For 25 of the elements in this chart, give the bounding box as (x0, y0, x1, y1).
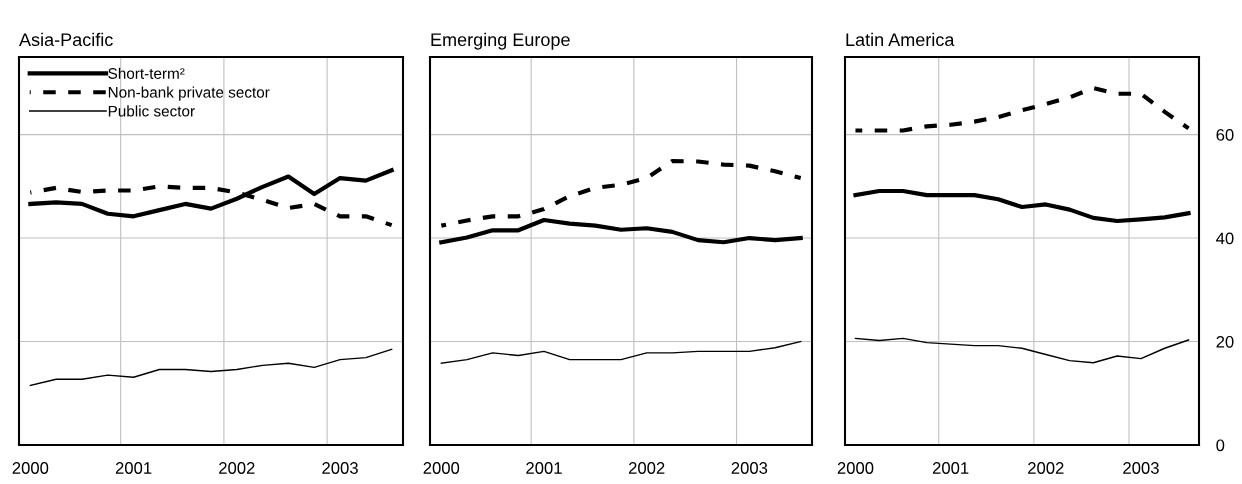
chart-title: Emerging Europe (431, 32, 570, 50)
y-tick-label: 60 (1216, 129, 1234, 141)
line-series (853, 85, 1191, 133)
line-series (854, 337, 1190, 364)
y-tick-label: 0 (1216, 439, 1225, 452)
x-tick-label: 2001 (115, 462, 152, 474)
x-tick-label: 2002 (628, 462, 665, 474)
x-tick-label: 2001 (932, 462, 969, 474)
line-series (853, 188, 1191, 224)
y-tick-label: 40 (1216, 232, 1234, 245)
y-tick-label: 20 (1216, 335, 1234, 348)
x-tick-label: 2003 (1123, 462, 1159, 474)
legend-label: Non-bank private sector (108, 86, 270, 101)
x-tick-label: 2000 (423, 462, 460, 474)
x-tick-label: 2000 (12, 462, 49, 474)
chart-title: Asia-Pacific (19, 32, 113, 47)
x-tick-label: 2002 (1028, 462, 1064, 474)
x-tick-label: 2000 (837, 462, 874, 474)
x-tick-label: 2003 (322, 462, 358, 474)
legend-label: Public sector (108, 105, 195, 117)
x-tick-label: 2001 (526, 462, 562, 474)
x-tick-label: 2002 (219, 462, 255, 474)
legend-label: Short-term² (108, 67, 185, 79)
chart-title: Latin America (846, 32, 955, 47)
x-tick-label: 2003 (731, 462, 768, 474)
